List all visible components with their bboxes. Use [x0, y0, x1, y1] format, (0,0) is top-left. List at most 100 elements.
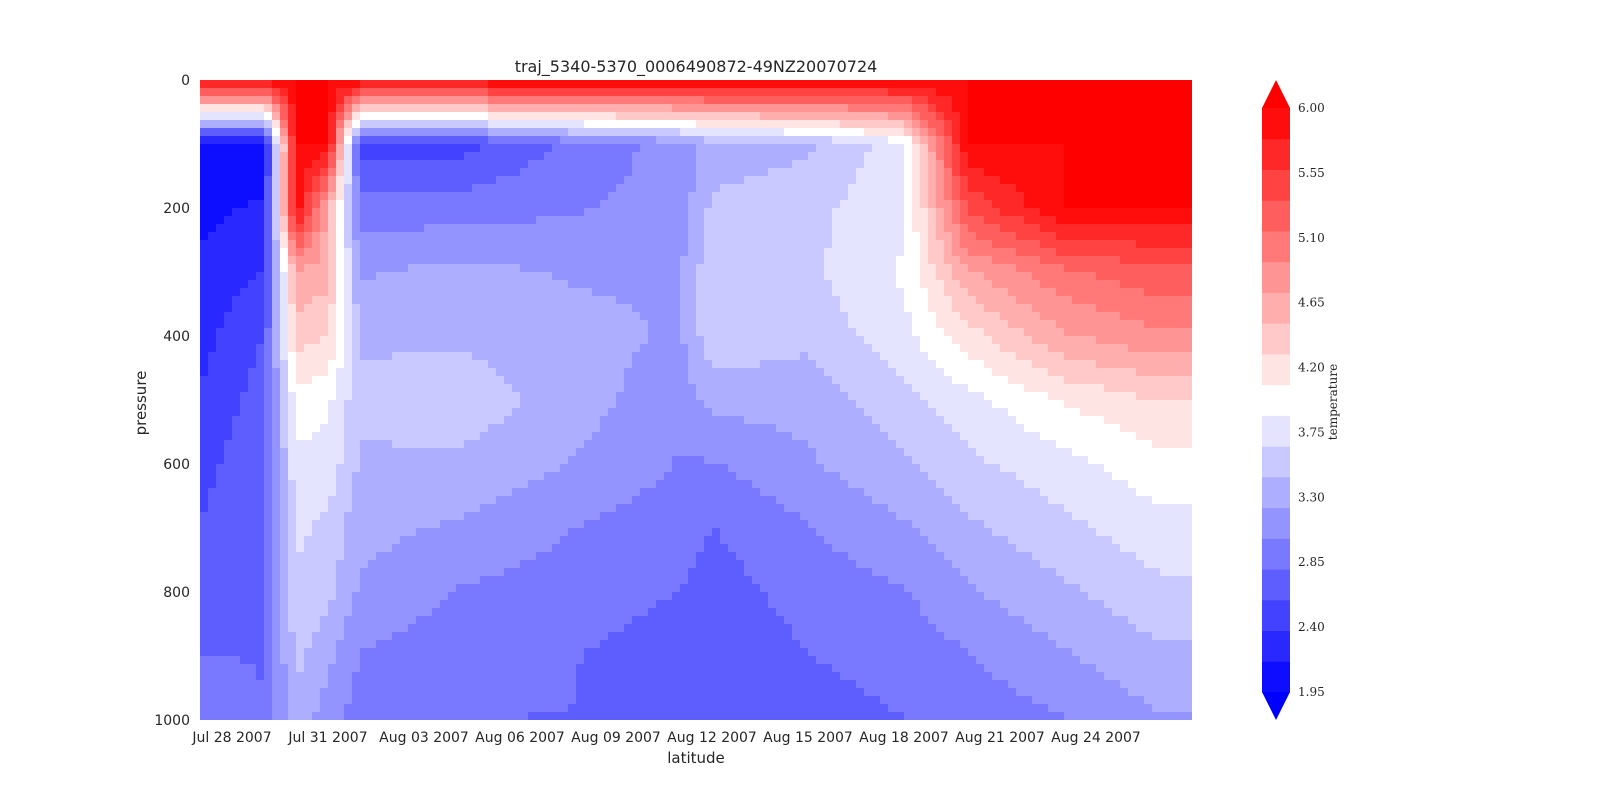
- field-cell: [432, 80, 441, 89]
- field-cell: [400, 328, 409, 337]
- field-cell: [248, 184, 257, 193]
- field-cell: [576, 512, 585, 521]
- field-cell: [376, 632, 385, 641]
- field-cell: [440, 264, 449, 273]
- field-cell: [568, 184, 577, 193]
- field-cell: [560, 600, 569, 609]
- field-cell: [264, 264, 273, 273]
- field-cell: [552, 536, 561, 545]
- field-cell: [304, 696, 313, 705]
- field-cell: [384, 264, 393, 273]
- field-cell: [472, 272, 481, 281]
- field-cell: [216, 104, 225, 113]
- field-cell: [440, 104, 449, 113]
- field-cell: [216, 512, 225, 521]
- field-cell: [496, 424, 505, 433]
- field-cell: [312, 624, 321, 633]
- field-cell: [464, 192, 473, 201]
- field-cell: [208, 104, 217, 113]
- field-cell: [488, 544, 497, 553]
- field-cell: [344, 664, 353, 673]
- field-cell: [664, 144, 673, 153]
- field-cell: [280, 88, 289, 97]
- field-cell: [408, 112, 417, 121]
- field-cell: [328, 656, 337, 665]
- field-cell: [648, 552, 657, 561]
- field-cell: [520, 416, 529, 425]
- field-cell: [672, 320, 681, 329]
- field-cell: [544, 144, 553, 153]
- field-cell: [256, 152, 265, 161]
- field-cell: [296, 544, 305, 553]
- field-cell: [408, 696, 417, 705]
- field-cell: [208, 240, 217, 249]
- field-cell: [528, 168, 537, 177]
- field-cell: [344, 304, 353, 313]
- field-cell: [208, 216, 217, 225]
- field-cell: [208, 696, 217, 705]
- field-cell: [264, 352, 273, 361]
- field-cell: [368, 120, 377, 129]
- field-cell: [672, 376, 681, 385]
- field-cell: [240, 488, 249, 497]
- field-cell: [600, 232, 609, 241]
- field-cell: [600, 360, 609, 369]
- field-cell: [352, 696, 361, 705]
- field-cell: [376, 456, 385, 465]
- field-cell: [640, 440, 649, 449]
- field-cell: [568, 528, 577, 537]
- field-cell: [672, 712, 681, 720]
- field-cell: [256, 336, 265, 345]
- field-cell: [536, 192, 545, 201]
- field-cell: [384, 312, 393, 321]
- field-cell: [272, 272, 281, 281]
- field-cell: [280, 512, 289, 521]
- field-cell: [488, 624, 497, 633]
- field-cell: [336, 448, 345, 457]
- field-cell: [664, 560, 673, 569]
- field-cell: [312, 592, 321, 601]
- field-cell: [624, 520, 633, 529]
- field-cell: [672, 488, 681, 497]
- field-cell: [248, 144, 257, 153]
- field-cell: [688, 280, 697, 289]
- field-cell: [536, 400, 545, 409]
- field-cell: [216, 304, 225, 313]
- field-cell: [456, 160, 465, 169]
- field-cell: [688, 640, 697, 649]
- field-cell: [232, 208, 241, 217]
- field-cell: [640, 392, 649, 401]
- field-cell: [568, 536, 577, 545]
- field-cell: [544, 184, 553, 193]
- field-cell: [368, 648, 377, 657]
- field-cell: [632, 96, 641, 105]
- field-cell: [616, 280, 625, 289]
- field-cell: [224, 312, 233, 321]
- field-cell: [408, 632, 417, 641]
- field-cell: [208, 184, 217, 193]
- field-cell: [424, 656, 433, 665]
- field-cell: [384, 88, 393, 97]
- field-cell: [512, 528, 521, 537]
- field-cell: [488, 392, 497, 401]
- field-cell: [584, 240, 593, 249]
- field-cell: [224, 216, 233, 225]
- field-cell: [688, 328, 697, 337]
- field-cell: [216, 112, 225, 121]
- field-cell: [256, 232, 265, 241]
- field-cell: [632, 88, 641, 97]
- field-cell: [688, 592, 697, 601]
- field-cell: [200, 280, 209, 289]
- field-cell: [472, 136, 481, 145]
- field-cell: [328, 112, 337, 121]
- field-cell: [632, 472, 641, 481]
- field-cell: [448, 400, 457, 409]
- field-cell: [520, 456, 529, 465]
- field-cell: [552, 232, 561, 241]
- field-cell: [664, 192, 673, 201]
- field-cell: [344, 432, 353, 441]
- field-cell: [464, 256, 473, 265]
- field-cell: [688, 120, 697, 129]
- field-cell: [416, 568, 425, 577]
- field-cell: [568, 368, 577, 377]
